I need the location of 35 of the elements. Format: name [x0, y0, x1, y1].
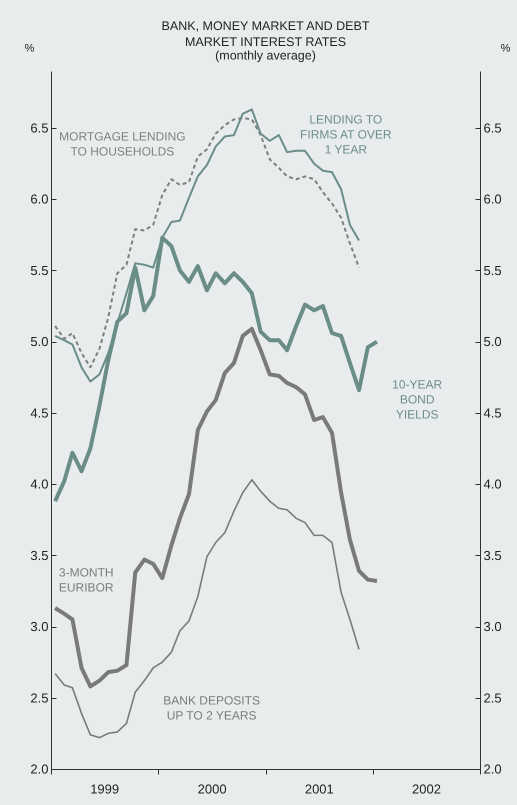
y-tick-label: 5.0: [30, 334, 48, 350]
series-label: BANK DEPOSITS UP TO 2 YEARS: [163, 694, 260, 723]
y2-tick-label: 3.5: [484, 548, 502, 563]
x-tick-label: 1999: [90, 782, 120, 796]
y2-tick-label: 6.0: [484, 192, 502, 207]
y2-axis-title: %: [500, 42, 511, 54]
y-axis-title: %: [24, 42, 35, 54]
y2-tick-label: 3.0: [484, 619, 502, 634]
series-label: MORTGAGE LENDING TO HOUSEHOLDS: [59, 130, 186, 159]
y2-tick-label: 4.5: [484, 405, 502, 420]
y-tick-label: 2.0: [30, 762, 48, 776]
y2-tick-label: 4.0: [484, 476, 502, 492]
x-tick-label: 2000: [198, 782, 227, 796]
y-tick-label: 6.5: [30, 120, 48, 136]
series-label: LENDING TO FIRMS AT OVER 1 YEAR: [300, 112, 392, 156]
chart-title: BANK, MONEY MARKET AND DEBT MARKET INTEREST RATES: [162, 19, 370, 49]
y2-tick-label: 2.0: [484, 762, 502, 776]
chart-subtitle: (monthly average): [215, 48, 316, 62]
y-tick-label: 5.5: [30, 262, 48, 278]
y2-tick-label: 5.0: [484, 334, 502, 350]
line-series: [54, 479, 360, 738]
x-tick-label: 2001: [304, 782, 334, 796]
x-tick-label: 2002: [412, 782, 441, 796]
y2-tick-label: 6.5: [484, 120, 502, 136]
y-tick-label: 3.5: [30, 548, 48, 563]
y2-tick-label: 5.5: [484, 262, 502, 278]
y-tick-label: 4.0: [30, 476, 48, 492]
series-label: 3-MONTH EURIBOR: [58, 565, 114, 594]
y-tick-label: 4.5: [30, 405, 48, 420]
text: 10-YEAR BOND YIELDS: [392, 377, 442, 422]
y2-tick-label: 2.5: [484, 690, 502, 706]
y-tick-label: 6.0: [30, 192, 48, 207]
y-tick-label: 3.0: [30, 619, 48, 634]
y-tick-label: 2.5: [30, 690, 48, 706]
line-series: [53, 326, 379, 688]
